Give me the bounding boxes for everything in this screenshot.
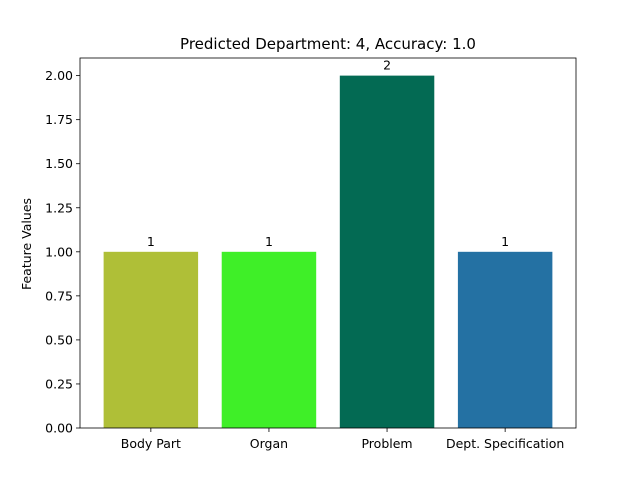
x-tick-label: Body Part <box>121 436 181 451</box>
y-axis-label: Feature Values <box>19 198 34 290</box>
bar <box>457 251 553 428</box>
bar <box>221 251 317 428</box>
bar-value-label: 1 <box>147 234 155 249</box>
y-tick-label: 2.00 <box>45 68 73 83</box>
y-tick-label: 1.50 <box>45 156 73 171</box>
y-tick-label: 0.25 <box>45 376 73 391</box>
chart-title: Predicted Department: 4, Accuracy: 1.0 <box>180 35 476 53</box>
bar-value-label: 1 <box>265 234 273 249</box>
y-tick-label: 0.00 <box>45 421 73 436</box>
plot-frame <box>79 57 577 429</box>
x-tick-label: Problem <box>361 436 412 451</box>
bar-value-label: 2 <box>383 58 391 73</box>
bar <box>103 251 199 428</box>
bar <box>339 75 435 429</box>
plot-area: 1 Body Part 1 Organ 2 Problem 1 Dept. Specifica… <box>45 57 577 451</box>
y-tick-label: 1.25 <box>45 200 73 215</box>
x-tick-label: Dept. Specification <box>446 436 564 451</box>
x-tick-label: Organ <box>250 436 288 451</box>
y-tick-label: 0.50 <box>45 332 73 347</box>
y-tick-label: 0.75 <box>45 288 73 303</box>
y-tick-label: 1.00 <box>45 244 73 259</box>
bar-value-label: 1 <box>501 234 509 249</box>
y-tick-label: 1.75 <box>45 112 73 127</box>
